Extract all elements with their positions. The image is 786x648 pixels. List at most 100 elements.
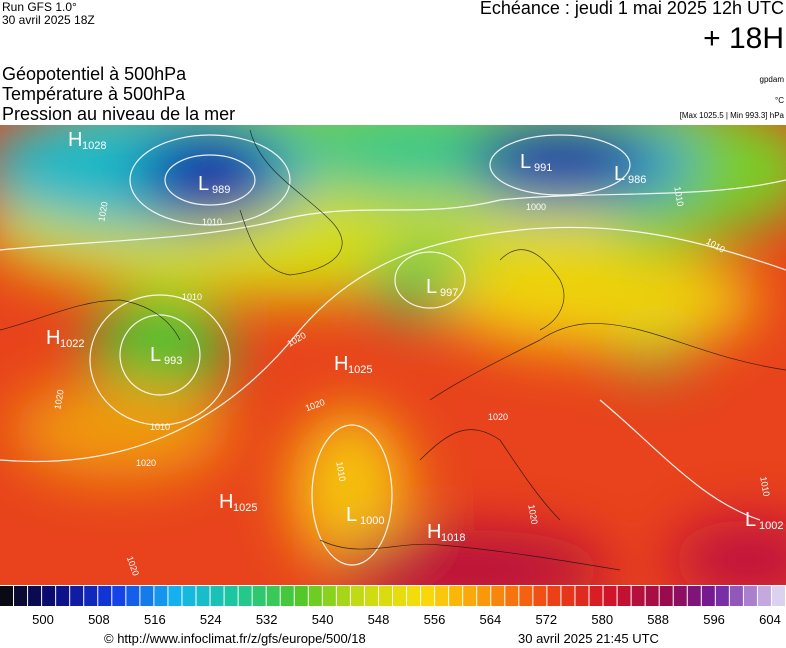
isobar-label: 1020 [52,389,65,410]
colorbar-swatch [210,586,224,606]
isobar-label: 1020 [96,201,109,222]
center-value: 1025 [348,364,372,376]
center-type: L [198,173,209,195]
field: Température à 500hPa [2,84,186,104]
center-type: L [426,276,437,298]
isobar-label: 1000 [526,202,546,212]
isobar-label: 1010 [758,476,771,497]
colorbar-label: 508 [88,612,110,627]
colorbar-swatch [477,586,491,606]
colorbar-label: 588 [647,612,669,627]
colorbar-label: 524 [200,612,222,627]
colorbar-swatch [308,586,322,606]
colorbar-swatch [617,586,631,606]
colorbar-swatch [196,586,210,606]
colorbar-swatch [449,586,463,606]
source: © http://www.infoclimat.fr/z/gfs/europe/… [104,631,366,646]
colorbar-swatch [336,586,350,606]
lead-time: + 18H [703,22,784,55]
colorbar-swatch [631,586,645,606]
center-type: L [150,344,161,366]
colorbar-swatch [126,586,140,606]
colorbar-label: 604 [759,612,781,627]
colorbar-swatch [757,586,771,606]
colorbar-label: 556 [424,612,446,627]
colorbar-swatch [505,586,519,606]
colorbar-swatch [645,586,659,606]
colorbar-swatch [42,586,56,606]
isobar-label: 1020 [488,412,508,422]
colorbar-label: 548 [368,612,390,627]
colorbar-swatch [140,586,154,606]
colorbar-swatch [70,586,84,606]
unit: [Max 1025.5 | Min 993.3] hPa [680,111,785,120]
colorbar-swatch [350,586,364,606]
center-type: H [46,327,60,349]
timestamp: 30 avril 2025 21:45 UTC [518,631,659,646]
field: Géopotentiel à 500hPa [2,64,187,84]
center-type: L [520,151,531,173]
colorbar-swatch [28,586,42,606]
center-type: L [614,163,625,185]
colorbar-swatch [743,586,757,606]
colorbar-swatch [238,586,252,606]
colorbar-label: 572 [535,612,557,627]
colorbar-swatch [407,586,421,606]
colorbar-label: 540 [312,612,334,627]
colorbar-swatch [421,586,435,606]
isobar-label: 1010 [334,461,347,482]
center-value: 1002 [759,520,783,532]
colorbar-swatch [575,586,589,606]
colorbar-swatch [547,586,561,606]
isobar-label: 1020 [526,504,539,525]
colorbar-label: 596 [703,612,725,627]
colorbar-swatch [252,586,266,606]
center-value: 1028 [82,140,106,152]
colorbar-swatch [14,586,28,606]
colorbar-swatch [673,586,687,606]
colorbar-swatch [112,586,126,606]
colorbar-swatch [687,586,701,606]
valid-time: Echéance : jeudi 1 mai 2025 12h UTC [480,0,784,18]
center-type: L [346,504,357,526]
run: Run GFS 1.0° [2,0,77,14]
colorbar-label: 516 [144,612,166,627]
isobar-label: 1010 [182,292,202,302]
center-value: 1025 [233,502,257,514]
colorbar-swatch [56,586,70,606]
isobar-label: 1010 [150,422,170,432]
colorbar-swatch [771,586,785,606]
isobar-label: 1010 [202,217,222,227]
unit: °C [775,96,784,105]
colorbar-swatch [393,586,407,606]
colorbar-swatch [378,586,392,606]
field: Pression au niveau de la mer [2,104,235,124]
colorbar-swatch [182,586,196,606]
center-value: 986 [628,174,646,186]
colorbar-swatch [322,586,336,606]
colorbar-swatch [463,586,477,606]
colorbar-swatch [280,586,294,606]
colorbar-swatch [589,586,603,606]
colorbar-swatch [294,586,308,606]
colorbar-swatch [224,586,238,606]
isobar-label: 1010 [672,186,685,207]
center-value: 997 [440,287,458,299]
colorbar-swatch [491,586,505,606]
colorbar-swatch [533,586,547,606]
colorbar-label: 580 [591,612,613,627]
colorbar-swatch [701,586,715,606]
colorbar-swatch [435,586,449,606]
center-value: 991 [534,162,552,174]
colorbar-label: 564 [480,612,502,627]
center-value: 1000 [360,515,384,527]
center-value: 993 [164,355,182,367]
center-type: H [68,129,82,151]
colorbar-swatch [0,586,14,606]
colorbar-swatch [659,586,673,606]
center-value: 989 [212,184,230,196]
center-value: 1022 [60,338,84,350]
colorbar-swatch [729,586,743,606]
